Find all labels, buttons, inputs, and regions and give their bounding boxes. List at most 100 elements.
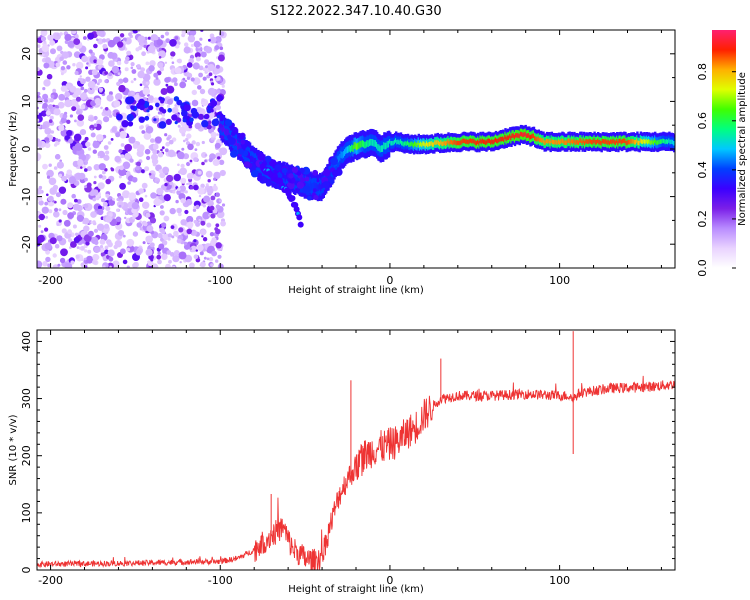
noise-cell	[37, 260, 43, 268]
chart-title: S122.2022.347.10.40.G30	[270, 4, 441, 19]
noise-cell	[190, 44, 194, 47]
noise-cell	[177, 212, 182, 217]
noise-cell	[78, 246, 82, 250]
noise-cell	[70, 241, 77, 248]
noise-cell	[64, 33, 72, 42]
noise-cell	[37, 44, 41, 48]
noise-cell	[183, 46, 191, 54]
noise-cell	[157, 232, 163, 239]
noise-cell	[114, 240, 123, 248]
noise-cell	[147, 260, 154, 267]
noise-cell	[84, 168, 88, 172]
x-tick-label: -100	[208, 274, 233, 287]
noise-cell	[104, 245, 109, 250]
noise-cell	[93, 115, 98, 121]
noise-cell	[144, 166, 150, 172]
ridge-blob	[227, 137, 236, 145]
noise-cell	[185, 198, 193, 206]
noise-cell	[171, 265, 176, 268]
ridge-cell	[460, 140, 463, 145]
ridge-blob	[265, 155, 272, 162]
noise-cell	[54, 154, 61, 160]
noise-cell	[218, 31, 225, 37]
noise-cell	[195, 249, 198, 252]
noise-cell	[159, 210, 165, 216]
ridge-blob	[281, 167, 288, 174]
noise-cell	[214, 142, 221, 149]
noise-cell	[98, 174, 103, 179]
heatmap-cells	[37, 30, 675, 268]
noise-cell	[219, 169, 226, 177]
noise-cell	[93, 85, 99, 91]
noise-cell	[170, 51, 176, 57]
noise-cell	[108, 199, 115, 206]
noise-cell	[43, 40, 47, 44]
noise-cell	[217, 156, 221, 160]
noise-cell	[112, 197, 115, 201]
spectrogram-y-axis-label: Frequency (Hz)	[8, 111, 19, 187]
y-tick-label: 100	[20, 502, 33, 523]
noise-cell	[170, 56, 174, 60]
noise-cell	[74, 119, 77, 123]
noise-cell	[144, 148, 151, 155]
noise-cell	[105, 215, 113, 223]
noise-cell	[118, 168, 127, 176]
noise-cell	[219, 46, 224, 51]
noise-cell	[122, 190, 130, 199]
y-tick-label: 300	[20, 388, 33, 409]
noise-cell	[177, 163, 180, 167]
noise-cell	[66, 65, 71, 70]
noise-cell	[165, 118, 172, 125]
noise-cell	[56, 161, 64, 169]
ridge-blob	[173, 96, 180, 102]
noise-cell	[119, 182, 126, 190]
ridge-blob	[190, 107, 198, 115]
ridge-blob	[300, 177, 306, 183]
noise-cell	[204, 159, 207, 163]
noise-cell	[61, 228, 67, 234]
noise-cell	[92, 189, 99, 196]
noise-cell	[95, 196, 100, 201]
ridge-blob	[224, 119, 233, 127]
ridge-blob	[216, 94, 224, 102]
noise-cell	[46, 73, 53, 80]
noise-cell	[115, 93, 123, 101]
noise-cell	[84, 136, 89, 141]
noise-cell	[55, 192, 61, 198]
noise-cell	[105, 178, 111, 185]
noise-cell	[161, 222, 167, 228]
noise-cell	[212, 159, 220, 166]
noise-cell	[167, 149, 176, 158]
noise-cell	[57, 101, 65, 109]
noise-cell	[166, 104, 171, 108]
ridge-cell	[441, 141, 444, 147]
noise-cell	[160, 148, 163, 152]
noise-cell	[139, 83, 143, 87]
noise-cell	[156, 181, 160, 184]
noise-cell	[98, 205, 102, 210]
x-tick-label: -200	[38, 274, 63, 287]
colorbar-tick-label: 0.4	[696, 161, 709, 179]
ridge-blob	[332, 169, 339, 177]
noise-cell	[145, 81, 149, 85]
noise-cell	[37, 196, 43, 202]
ridge-blob	[210, 99, 218, 107]
noise-cell	[207, 200, 214, 207]
noise-cell	[48, 119, 53, 123]
noise-cell	[104, 108, 112, 116]
noise-cell	[87, 80, 96, 89]
noise-cell	[79, 75, 83, 78]
noise-cell	[96, 82, 100, 86]
noise-cell	[58, 124, 65, 131]
noise-cell	[215, 64, 220, 69]
noise-cell	[186, 172, 194, 180]
noise-cell	[197, 170, 202, 175]
noise-cell	[161, 146, 165, 150]
noise-cell	[136, 222, 143, 228]
noise-cell	[73, 38, 81, 45]
noise-cell	[64, 91, 71, 98]
noise-cell	[69, 85, 77, 93]
noise-cell	[70, 260, 75, 265]
noise-cell	[130, 66, 134, 70]
noise-cell	[38, 213, 45, 221]
